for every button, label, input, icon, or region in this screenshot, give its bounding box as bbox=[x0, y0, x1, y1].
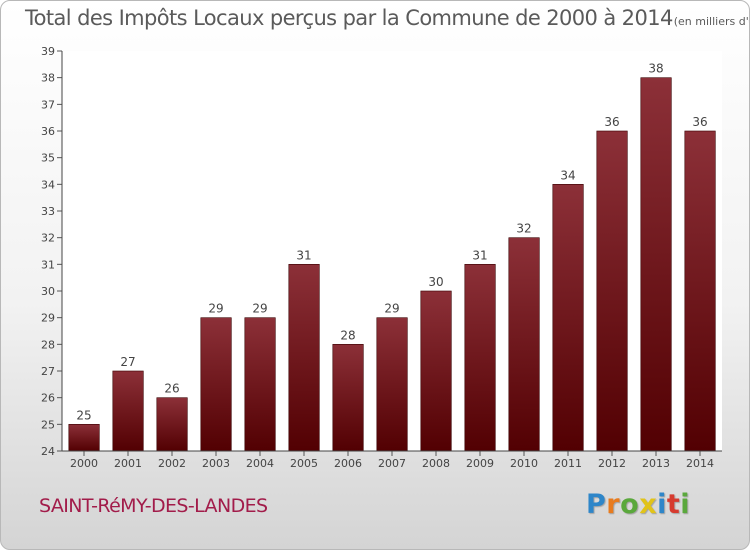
data-label-2004: 29 bbox=[252, 302, 267, 316]
bar-2009 bbox=[464, 263, 496, 452]
x-tick-label-2009: 2009 bbox=[466, 457, 494, 470]
data-label-2013: 38 bbox=[648, 62, 663, 76]
x-tick-label-2008: 2008 bbox=[422, 457, 450, 470]
data-label-2007: 29 bbox=[384, 302, 399, 316]
bar-2005 bbox=[288, 263, 320, 452]
bar-2013 bbox=[640, 77, 672, 452]
x-tick-label-2010: 2010 bbox=[510, 457, 538, 470]
logo-letter: i bbox=[680, 489, 691, 520]
bar-2006 bbox=[332, 343, 364, 452]
bar-2011 bbox=[552, 184, 584, 452]
data-label-2006: 28 bbox=[340, 328, 355, 342]
x-tick-label-2004: 2004 bbox=[246, 457, 274, 470]
y-tick-label: 31 bbox=[41, 258, 55, 271]
data-label-2009: 31 bbox=[472, 248, 487, 262]
data-label-2011: 34 bbox=[560, 168, 575, 182]
y-tick-label: 29 bbox=[41, 312, 55, 325]
y-tick-label: 38 bbox=[41, 72, 55, 85]
y-tick-label: 33 bbox=[41, 205, 55, 218]
logo-letter: i bbox=[657, 489, 667, 520]
y-tick-label: 37 bbox=[41, 98, 55, 111]
data-label-2008: 30 bbox=[428, 275, 443, 289]
y-tick-label: 35 bbox=[41, 152, 55, 165]
y-tick-label: 24 bbox=[41, 445, 55, 458]
x-tick-label-2013: 2013 bbox=[642, 457, 670, 470]
y-tick-label: 32 bbox=[41, 232, 55, 245]
commune-name: SAINT-RéMY-DES-LANDES bbox=[39, 495, 268, 517]
x-tick-label-2011: 2011 bbox=[554, 457, 582, 470]
data-label-2000: 25 bbox=[76, 408, 91, 422]
data-label-2002: 26 bbox=[164, 382, 179, 396]
logo-letter: x bbox=[639, 489, 658, 520]
chart-title-row: Total des Impôts Locaux perçus par la Co… bbox=[25, 6, 749, 30]
chart-unit-label: (en milliers d'€) bbox=[673, 15, 749, 28]
bar-2001 bbox=[112, 370, 144, 452]
y-tick-label: 34 bbox=[41, 178, 55, 191]
logo-letter: P bbox=[586, 489, 607, 520]
bar-2008 bbox=[420, 290, 452, 452]
y-tick-label: 30 bbox=[41, 285, 55, 298]
data-label-2012: 36 bbox=[604, 115, 619, 129]
bar-2003 bbox=[200, 317, 232, 452]
x-tick-label-2007: 2007 bbox=[378, 457, 406, 470]
y-tick-label: 26 bbox=[41, 392, 55, 405]
y-tick-label: 39 bbox=[41, 45, 55, 58]
bar-2002 bbox=[156, 397, 188, 452]
proxiti-logo: Proxiti bbox=[586, 489, 690, 520]
bar-2007 bbox=[376, 317, 408, 452]
data-label-2005: 31 bbox=[296, 248, 311, 262]
y-tick-label: 36 bbox=[41, 125, 55, 138]
x-tick-label-2006: 2006 bbox=[334, 457, 362, 470]
bar-2012 bbox=[596, 130, 628, 452]
y-tick-label: 28 bbox=[41, 338, 55, 351]
logo-letter: r bbox=[606, 489, 621, 520]
x-tick-label-2000: 2000 bbox=[70, 457, 98, 470]
data-label-2003: 29 bbox=[208, 302, 223, 316]
x-tick-label-2002: 2002 bbox=[158, 457, 186, 470]
logo-letter: o bbox=[620, 489, 640, 520]
x-tick-label-2014: 2014 bbox=[686, 457, 714, 470]
x-tick-label-2001: 2001 bbox=[114, 457, 142, 470]
data-label-2010: 32 bbox=[516, 222, 531, 236]
y-tick-label: 27 bbox=[41, 365, 55, 378]
x-tick-label-2005: 2005 bbox=[290, 457, 318, 470]
x-tick-label-2003: 2003 bbox=[202, 457, 230, 470]
bar-2014 bbox=[684, 130, 716, 452]
logo-letter: t bbox=[666, 489, 681, 520]
data-label-2014: 36 bbox=[692, 115, 707, 129]
bar-2010 bbox=[508, 237, 540, 452]
data-label-2001: 27 bbox=[120, 355, 135, 369]
bar-2004 bbox=[244, 317, 276, 452]
chart-title: Total des Impôts Locaux perçus par la Co… bbox=[25, 6, 673, 30]
y-tick-label: 25 bbox=[41, 418, 55, 431]
x-tick-label-2012: 2012 bbox=[598, 457, 626, 470]
bar-2000 bbox=[68, 423, 100, 452]
